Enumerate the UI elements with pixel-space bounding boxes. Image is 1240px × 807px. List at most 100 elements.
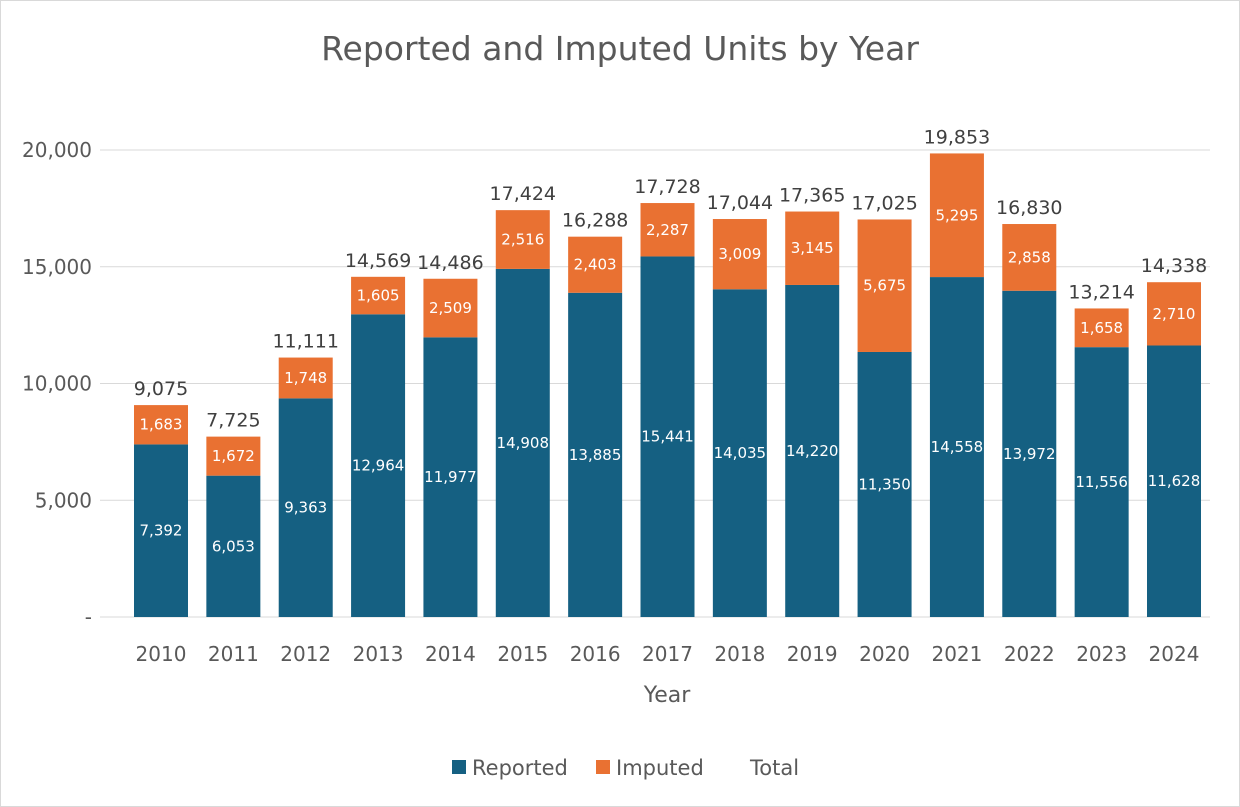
bar-reported bbox=[712, 289, 767, 617]
y-tick-label: 20,000 bbox=[22, 138, 92, 162]
chart-title: Reported and Imputed Units by Year bbox=[321, 29, 919, 68]
bar-reported bbox=[1074, 347, 1129, 617]
data-label-total: 11,111 bbox=[272, 331, 338, 353]
x-tick-label: 2018 bbox=[714, 642, 765, 666]
legend-label: Reported bbox=[472, 756, 568, 780]
x-tick-label: 2017 bbox=[642, 642, 693, 666]
bar-imputed bbox=[495, 210, 550, 269]
x-tick-label: 2010 bbox=[136, 642, 187, 666]
x-tick-label: 2020 bbox=[859, 642, 910, 666]
bar-imputed bbox=[785, 211, 840, 285]
data-label-total: 17,728 bbox=[634, 176, 700, 198]
y-tick-label: 5,000 bbox=[35, 488, 92, 512]
bar-imputed bbox=[857, 219, 912, 352]
legend-label: Imputed bbox=[616, 756, 704, 780]
data-label-imputed: 2,858 bbox=[1008, 248, 1051, 266]
data-label-total: 7,725 bbox=[206, 410, 260, 432]
bar-reported bbox=[929, 277, 984, 617]
legend-swatch bbox=[452, 760, 466, 774]
legend-label: Total bbox=[749, 756, 799, 780]
bar-reported bbox=[785, 284, 840, 617]
x-tick-label: 2013 bbox=[353, 642, 404, 666]
bar-imputed bbox=[278, 357, 333, 399]
bar-reported bbox=[206, 475, 261, 617]
data-label-total: 17,424 bbox=[490, 183, 556, 205]
data-label-reported: 15,441 bbox=[641, 428, 694, 446]
data-label-imputed: 5,295 bbox=[935, 206, 978, 224]
x-tick-label: 2015 bbox=[497, 642, 548, 666]
bar-imputed bbox=[929, 153, 984, 278]
data-label-reported: 14,908 bbox=[497, 434, 550, 452]
bar-imputed bbox=[1002, 224, 1057, 291]
bar-reported bbox=[568, 292, 623, 617]
data-label-reported: 6,053 bbox=[212, 537, 255, 555]
data-label-total: 19,853 bbox=[924, 126, 990, 148]
data-label-total: 14,569 bbox=[345, 250, 411, 272]
data-label-imputed: 2,287 bbox=[646, 221, 689, 239]
x-tick-label: 2022 bbox=[1004, 642, 1055, 666]
bar-reported bbox=[351, 314, 406, 617]
legend-item-reported: Reported bbox=[452, 756, 568, 780]
data-label-total: 14,338 bbox=[1141, 255, 1207, 277]
data-label-reported: 14,558 bbox=[931, 438, 984, 456]
y-tick-label: 15,000 bbox=[22, 255, 92, 279]
x-tick-label: 2016 bbox=[570, 642, 621, 666]
x-tick-label: 2019 bbox=[787, 642, 838, 666]
data-label-imputed: 3,009 bbox=[718, 245, 761, 263]
x-tick-label: 2011 bbox=[208, 642, 259, 666]
data-label-imputed: 2,516 bbox=[501, 231, 544, 249]
bar-reported bbox=[423, 337, 478, 617]
bar-reported bbox=[640, 256, 695, 617]
data-label-imputed: 1,658 bbox=[1080, 319, 1123, 337]
data-label-total: 17,044 bbox=[707, 192, 773, 214]
x-axis-label: Year bbox=[643, 683, 692, 708]
data-label-total: 9,075 bbox=[134, 378, 188, 400]
data-label-reported: 14,220 bbox=[786, 442, 839, 460]
legend-item-total: Total bbox=[749, 756, 799, 780]
data-label-total: 16,830 bbox=[996, 197, 1062, 219]
x-tick-label: 2021 bbox=[931, 642, 982, 666]
bar-imputed bbox=[712, 219, 767, 290]
data-label-total: 13,214 bbox=[1068, 281, 1134, 303]
data-label-imputed: 2,509 bbox=[429, 299, 472, 317]
x-tick-label: 2023 bbox=[1076, 642, 1127, 666]
y-tick-label: - bbox=[85, 605, 92, 629]
bar-imputed bbox=[1147, 282, 1201, 346]
bar-imputed bbox=[423, 278, 478, 338]
bar-reported bbox=[857, 351, 912, 617]
bar-imputed bbox=[351, 276, 406, 315]
data-label-total: 17,365 bbox=[779, 185, 845, 207]
legend-item-imputed: Imputed bbox=[596, 756, 704, 780]
data-label-reported: 13,972 bbox=[1003, 445, 1056, 463]
bar-reported bbox=[1002, 290, 1057, 617]
x-tick-label: 2012 bbox=[280, 642, 331, 666]
data-label-imputed: 3,145 bbox=[791, 239, 834, 257]
data-label-reported: 14,035 bbox=[714, 444, 767, 462]
data-label-total: 14,486 bbox=[417, 252, 483, 274]
bar-imputed bbox=[640, 203, 695, 257]
bar-imputed bbox=[568, 236, 623, 293]
data-label-reported: 11,628 bbox=[1148, 472, 1201, 490]
y-tick-label: 10,000 bbox=[22, 372, 92, 396]
data-label-imputed: 1,748 bbox=[284, 369, 327, 387]
data-label-imputed: 2,710 bbox=[1153, 305, 1196, 323]
data-label-imputed: 1,672 bbox=[212, 447, 255, 465]
data-label-imputed: 1,683 bbox=[140, 416, 183, 434]
data-label-reported: 11,556 bbox=[1075, 473, 1128, 491]
bar-imputed bbox=[206, 436, 261, 476]
data-label-imputed: 5,675 bbox=[863, 277, 906, 295]
data-label-total: 16,288 bbox=[562, 210, 628, 232]
data-label-imputed: 1,605 bbox=[357, 287, 400, 305]
bar-reported bbox=[1147, 345, 1201, 617]
data-label-reported: 7,392 bbox=[140, 522, 183, 540]
bar-reported bbox=[278, 398, 333, 617]
data-label-total: 17,025 bbox=[851, 192, 917, 214]
x-tick-label: 2014 bbox=[425, 642, 476, 666]
bar-imputed bbox=[134, 405, 188, 445]
data-label-imputed: 2,403 bbox=[574, 256, 617, 274]
data-label-reported: 11,977 bbox=[424, 468, 477, 486]
data-label-reported: 13,885 bbox=[569, 446, 622, 464]
legend-swatch bbox=[596, 760, 610, 774]
bar-reported bbox=[134, 444, 188, 617]
